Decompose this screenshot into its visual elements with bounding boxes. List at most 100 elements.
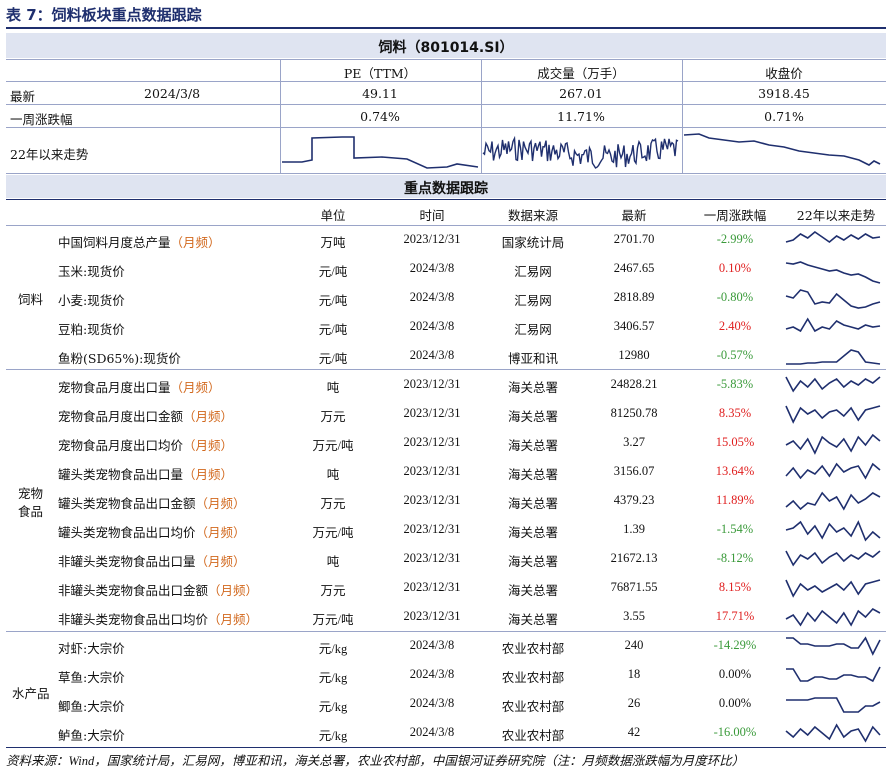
row-latest: 3.55: [623, 609, 645, 623]
row-source: 农业农村部: [501, 671, 565, 685]
volume-week-change: 11.71%: [557, 109, 605, 124]
row-unit: 吨: [326, 468, 340, 482]
row-latest: 21672.13: [610, 551, 658, 565]
group-pet-food-l2: 食品: [18, 504, 44, 519]
row-week-change: 11.89%: [715, 493, 755, 507]
row-trend-sparkline: [785, 433, 881, 455]
row-source: 海关总署: [507, 584, 559, 598]
row-week-change: 2.40%: [718, 319, 752, 333]
row-indicator-name: 非罐头类宠物食品出口均价（月频）: [58, 609, 258, 628]
row-trend-sparkline: [785, 723, 881, 743]
row-indicator-name: 罐头类宠物食品出口均价（月频）: [58, 522, 246, 541]
row-indicator-name: 非罐头类宠物食品出口量（月频）: [58, 551, 246, 570]
row-indicator-name: 非罐头类宠物食品出口金额（月频）: [58, 580, 258, 599]
row-trend-sparkline: [786, 666, 881, 683]
row-week-change: 8.15%: [718, 580, 752, 594]
row-unit: 吨: [326, 555, 340, 569]
pe-week-change: 0.74%: [360, 109, 400, 124]
row-latest: 42: [627, 725, 641, 739]
row-time: 2024/3/8: [409, 319, 455, 333]
row-week-change: -2.99%: [716, 232, 754, 246]
indicator-label: 小麦:现货价: [58, 293, 125, 308]
row-indicator-name: 对虾:大宗价: [58, 638, 125, 657]
col-week-change-header: 一周涨跌幅: [703, 208, 767, 223]
col-time-header: 时间: [419, 208, 445, 223]
row-source: 农业农村部: [501, 700, 565, 714]
row-time: 2024/3/8: [409, 667, 455, 681]
row-time: 2023/12/31: [403, 406, 461, 420]
row-latest: 81250.78: [610, 406, 658, 420]
frequency-tag: （月频）: [195, 525, 246, 540]
row-trend-sparkline: [785, 289, 881, 309]
close-latest: 3918.45: [758, 86, 810, 101]
row-indicator-name: 鱼粉(SD65%):现货价: [58, 348, 181, 367]
row-time: 2024/3/8: [409, 261, 455, 275]
row-latest: 4379.23: [613, 493, 655, 507]
row-unit: 万元: [320, 497, 346, 511]
row-unit: 元/kg: [318, 729, 348, 743]
row-week-change: -5.83%: [716, 377, 754, 391]
row-week-change: 0.00%: [718, 696, 752, 710]
row-indicator-name: 鲫鱼:大宗价: [58, 696, 125, 715]
row-week-change: -0.57%: [716, 348, 754, 362]
row-week-change: 8.35%: [718, 406, 752, 420]
row-latest: 2467.65: [613, 261, 655, 275]
row-time: 2024/3/8: [409, 348, 455, 362]
col-source-header: 数据来源: [507, 208, 559, 223]
latest-date: 2024/3/8: [144, 86, 201, 101]
col-latest-header: 最新: [621, 208, 647, 223]
row-trend-sparkline: [786, 697, 881, 713]
row-latest: 2701.70: [613, 232, 655, 246]
row-source: 海关总署: [507, 381, 559, 395]
frequency-tag: （月频）: [183, 467, 234, 482]
row-indicator-name: 玉米:现货价: [58, 261, 125, 280]
row-week-change: 0.10%: [718, 261, 752, 275]
row-time: 2023/12/31: [403, 464, 461, 478]
title-rule: [6, 27, 886, 29]
row-source: 海关总署: [507, 497, 559, 511]
row-indicator-name: 宠物食品月度出口量（月频）: [58, 377, 221, 396]
section-band: [6, 175, 886, 198]
row-time: 2023/12/31: [403, 377, 461, 391]
indicator-label: 非罐头类宠物食品出口均价: [58, 612, 209, 627]
row-time: 2024/3/8: [409, 290, 455, 304]
indicator-label: 草鱼:大宗价: [58, 670, 125, 685]
row-latest: 2818.89: [613, 290, 655, 304]
row-trend-sparkline: [785, 376, 881, 393]
col-trend-header: 22年以来走势: [796, 208, 876, 223]
row-indicator-name: 宠物食品月度出口均价（月频）: [58, 435, 233, 454]
row-unit: 元/吨: [318, 323, 348, 337]
indicator-label: 中国饲料月度总产量: [58, 235, 171, 250]
row-week-change: -8.12%: [716, 551, 754, 565]
index-band: [6, 33, 886, 58]
row-unit: 万元/吨: [312, 526, 354, 540]
indicator-label: 非罐头类宠物食品出口金额: [58, 583, 209, 598]
row-unit: 元/kg: [318, 642, 348, 656]
row-source: 博亚和讯: [507, 352, 559, 366]
row-time: 2023/12/31: [403, 493, 461, 507]
row-time: 2023/12/31: [403, 435, 461, 449]
week-change-label: 一周涨跌幅: [10, 112, 73, 127]
trend-label: 22年以来走势: [10, 147, 89, 162]
row-latest: 18: [627, 667, 641, 681]
frequency-tag: （月频）: [170, 235, 221, 250]
indicator-label: 罐头类宠物食品出口均价: [58, 525, 196, 540]
row-indicator-name: 中国饲料月度总产量（月频）: [58, 232, 221, 251]
row-week-change: 17.71%: [715, 609, 755, 623]
row-indicator-name: 小麦:现货价: [58, 290, 125, 309]
row-trend-sparkline: [785, 550, 881, 567]
row-latest: 240: [624, 638, 644, 652]
row-indicator-name: 鲈鱼:大宗价: [58, 725, 125, 744]
indicator-label: 宠物食品月度出口金额: [58, 409, 184, 424]
col-unit-header: 单位: [320, 208, 346, 223]
frequency-tag: （月频）: [195, 496, 246, 511]
row-week-change: -14.29%: [713, 638, 757, 652]
row-unit: 万元: [320, 410, 346, 424]
row-time: 2024/3/8: [409, 696, 455, 710]
row-trend-sparkline: [785, 230, 881, 244]
row-time: 2023/12/31: [403, 232, 461, 246]
row-latest: 3.27: [623, 435, 645, 449]
group-pet-food-l1: 宠物: [18, 486, 44, 501]
volume-trend-sparkline: [482, 135, 679, 169]
frequency-tag: （月频）: [183, 438, 234, 453]
